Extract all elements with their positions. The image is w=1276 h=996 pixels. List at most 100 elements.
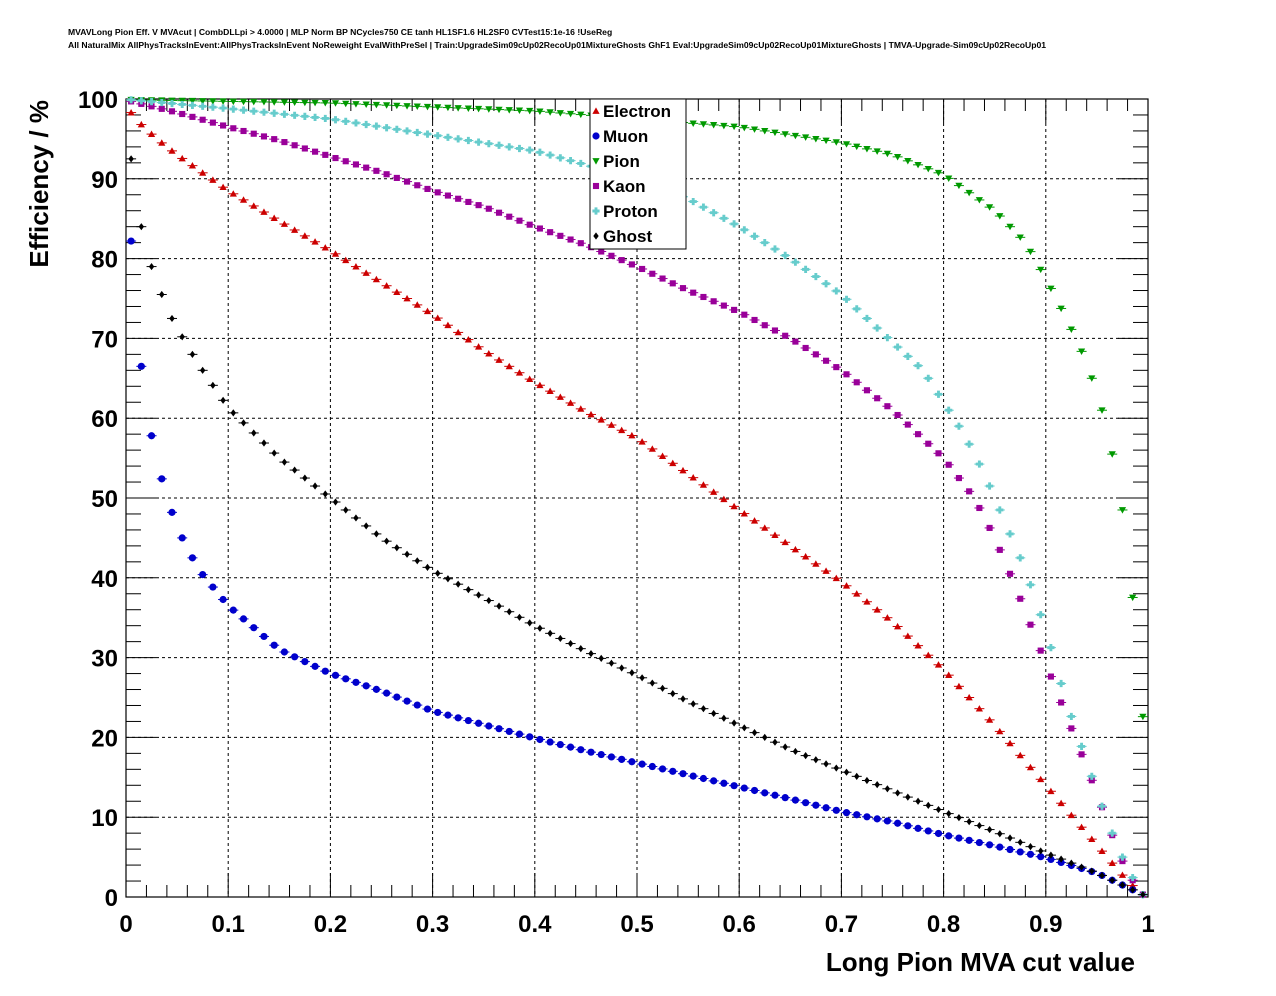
data-point-electron <box>945 671 953 679</box>
data-point-electron <box>822 567 830 574</box>
data-point-electron <box>168 147 176 154</box>
data-point-electron <box>515 369 524 376</box>
data-point-proton <box>1006 530 1014 538</box>
legend-marker-ghost <box>593 232 599 240</box>
data-point-pion <box>1047 285 1055 293</box>
data-point-electron <box>587 410 595 418</box>
data-point-proton <box>434 132 442 140</box>
data-point-proton <box>301 112 309 120</box>
data-point-electron <box>331 250 340 257</box>
data-point-ghost <box>639 674 645 682</box>
data-point-muon <box>873 815 881 823</box>
data-point-electron <box>546 387 554 395</box>
data-point-pion <box>873 148 881 155</box>
data-point-electron <box>311 238 319 245</box>
data-point-muon <box>679 770 687 778</box>
data-point-muon <box>1047 855 1055 864</box>
data-point-pion <box>250 98 258 106</box>
data-point-ghost <box>455 580 461 588</box>
data-point-pion <box>740 124 748 132</box>
data-point-muon <box>311 662 319 670</box>
data-point-pion <box>812 136 820 143</box>
data-point-muon <box>740 784 748 792</box>
data-point-kaon <box>342 158 349 165</box>
data-point-pion <box>1057 305 1065 313</box>
data-point-ghost <box>680 695 686 703</box>
legend-label-pion: Pion <box>603 152 640 171</box>
data-point-proton <box>791 258 800 266</box>
data-point-ghost <box>588 650 594 658</box>
data-point-proton <box>250 107 258 115</box>
data-point-kaon <box>352 161 360 168</box>
data-point-proton <box>536 148 544 156</box>
data-point-proton <box>1067 712 1075 721</box>
data-point-ghost <box>138 223 145 231</box>
x-tick-label: 0.8 <box>927 911 960 938</box>
data-point-proton <box>710 209 718 217</box>
data-point-pion <box>239 98 248 106</box>
data-point-pion <box>485 106 493 113</box>
data-point-ghost <box>251 429 257 437</box>
data-point-kaon <box>782 332 789 339</box>
data-point-electron <box>474 343 483 350</box>
x-tick-label: 1 <box>1141 911 1154 938</box>
data-point-ghost <box>353 514 359 522</box>
data-point-muon <box>188 554 197 562</box>
data-point-pion <box>914 161 922 169</box>
data-point-kaon <box>1119 858 1126 865</box>
data-point-pion <box>720 122 728 130</box>
data-point-pion <box>383 102 391 109</box>
data-point-kaon <box>986 524 993 531</box>
data-point-proton <box>1098 802 1106 810</box>
data-point-pion <box>403 103 411 110</box>
data-point-ghost <box>946 810 952 818</box>
data-point-electron <box>781 538 789 546</box>
data-point-pion <box>730 123 738 131</box>
data-point-pion <box>454 105 462 112</box>
data-point-kaon <box>935 450 942 457</box>
data-point-proton <box>1077 742 1086 750</box>
data-point-pion <box>566 110 575 118</box>
data-point-electron <box>607 421 616 428</box>
data-point-electron <box>372 275 380 283</box>
data-point-electron <box>1057 799 1065 807</box>
data-point-ghost <box>199 366 206 374</box>
data-point-pion <box>699 121 708 128</box>
data-point-proton <box>321 114 329 123</box>
data-point-electron <box>1037 775 1045 783</box>
data-point-muon <box>526 733 534 741</box>
data-point-kaon <box>260 133 268 140</box>
data-point-kaon <box>720 302 727 309</box>
data-point-proton <box>945 406 953 414</box>
data-point-pion <box>924 165 932 173</box>
data-point-muon <box>383 689 391 697</box>
data-point-electron <box>750 517 759 524</box>
data-point-kaon <box>567 236 574 243</box>
data-point-pion <box>1077 348 1086 355</box>
data-point-ghost <box>854 772 860 780</box>
data-point-pion <box>710 122 718 129</box>
data-point-ghost <box>547 629 553 637</box>
data-point-kaon <box>618 257 625 264</box>
data-point-ghost <box>649 679 656 687</box>
x-tick-label: 0.4 <box>518 911 552 938</box>
data-point-ghost <box>424 563 431 571</box>
data-point-kaon <box>393 174 400 181</box>
data-point-electron <box>1108 859 1116 866</box>
data-point-muon <box>301 657 309 666</box>
data-point-pion <box>464 105 472 112</box>
data-point-proton <box>147 98 156 106</box>
data-point-electron <box>730 502 738 510</box>
data-point-kaon <box>1068 725 1075 732</box>
data-point-proton <box>464 136 472 145</box>
data-point-pion <box>188 97 197 105</box>
data-points <box>126 96 1148 899</box>
data-point-kaon <box>996 546 1003 553</box>
data-point-ghost <box>1017 838 1023 846</box>
data-point-proton <box>168 99 176 108</box>
data-point-kaon <box>823 357 830 364</box>
data-point-kaon <box>322 151 329 158</box>
data-point-proton <box>577 159 585 168</box>
data-point-kaon <box>281 139 288 146</box>
data-point-proton <box>934 390 943 398</box>
